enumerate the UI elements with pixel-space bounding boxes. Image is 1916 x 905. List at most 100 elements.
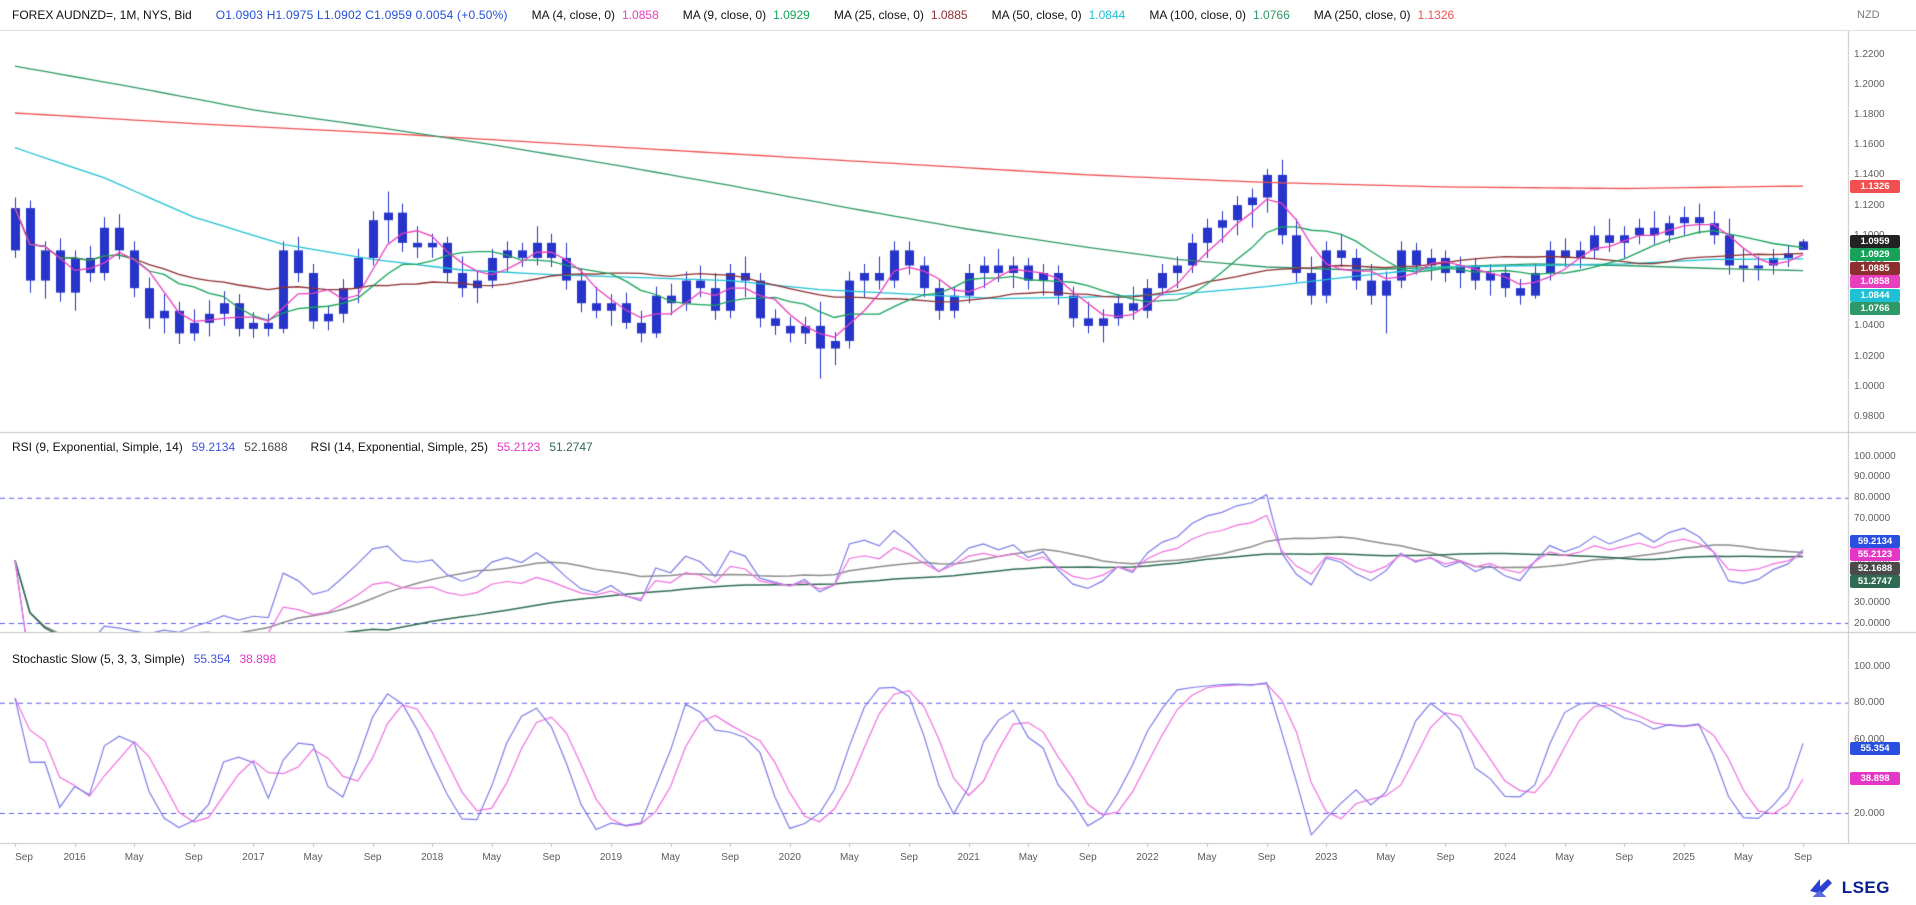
rsi-signal-1: 52.1688 xyxy=(244,440,288,454)
time-axis-label: 2025 xyxy=(1672,852,1695,863)
ma-legend-item-100[interactable]: MA (100, close, 0) 1.0766 xyxy=(1149,8,1289,22)
time-axis-label: May xyxy=(1733,852,1753,863)
price-axis-tick: 1.1400 xyxy=(1854,169,1885,181)
stoch-axis-tick: 100.000 xyxy=(1854,660,1891,672)
ohlc-quote: O1.0903 H1.0975 L1.0902 C1.0959 0.0054 (… xyxy=(215,8,508,22)
price-axis-tick: 1.0400 xyxy=(1854,320,1885,332)
price-axis-tick: 1.0000 xyxy=(1854,380,1885,392)
rsi-signal-2: 51.2747 xyxy=(549,440,593,454)
price-axis-tick: 1.1800 xyxy=(1854,109,1885,120)
rsi-label-1: RSI (9, Exponential, Simple, 14) xyxy=(12,440,183,454)
ma-label: MA (50, close, 0) xyxy=(991,8,1082,22)
ma-value: 1.1326 xyxy=(1417,8,1455,22)
time-axis-label: May xyxy=(661,852,681,863)
rsi-value-2: 55.2123 xyxy=(496,440,541,454)
ma-value: 1.0766 xyxy=(1253,8,1290,22)
price-axis-tick: 1.0200 xyxy=(1854,350,1885,362)
price-tag: 1.0959 xyxy=(1850,234,1900,248)
time-axis-label: Sep xyxy=(184,852,203,863)
rsi-value-tag: 59.2134 xyxy=(1850,534,1900,548)
ma-value: 1.0844 xyxy=(1088,8,1126,22)
ma-legend-item-250[interactable]: MA (250, close, 0) 1.1326 xyxy=(1314,8,1454,22)
price-tag: 1.0885 xyxy=(1850,261,1900,275)
ma-label: MA (4, close, 0) xyxy=(531,8,616,22)
price-axis-tick: 1.1200 xyxy=(1854,199,1885,211)
price-tag: 1.0858 xyxy=(1850,275,1900,289)
time-axis-label: Sep xyxy=(363,852,382,863)
ma-label: MA (100, close, 0) xyxy=(1149,8,1247,22)
currency-label: NZD xyxy=(1857,9,1880,21)
stoch-d-value: 38.898 xyxy=(239,652,277,666)
time-axis-label: 2019 xyxy=(599,852,623,863)
lseg-logo-icon xyxy=(1809,879,1832,897)
ma-legend-item-4[interactable]: MA (4, close, 0) 1.0858 xyxy=(532,8,659,22)
time-axis-label: 2018 xyxy=(421,852,444,863)
time-axis-label: Sep xyxy=(15,852,33,863)
rsi-value-tag: 51.2747 xyxy=(1850,575,1900,589)
ma-value: 1.0858 xyxy=(622,8,659,22)
stoch-axis-tick: 80.000 xyxy=(1854,697,1885,709)
rsi-axis-tick: 70.0000 xyxy=(1854,513,1891,525)
price-axis-tick: 0.9800 xyxy=(1854,410,1885,422)
ma-value: 1.0885 xyxy=(930,8,968,22)
rsi-value-1: 59.2134 xyxy=(191,440,236,454)
ma-label: MA (9, close, 0) xyxy=(682,8,767,22)
ma-legend-item-25[interactable]: MA (25, close, 0) 1.0885 xyxy=(834,8,968,22)
ma-label: MA (25, close, 0) xyxy=(833,8,924,22)
rsi-axis-tick: 80.0000 xyxy=(1854,492,1891,504)
rsi-value-tag: 55.2123 xyxy=(1850,548,1900,562)
chart-legend-bar: FOREX AUDNZD=, 1M, NYS, Bid O1.0903 H1.0… xyxy=(12,0,1454,30)
ma-legend-item-9[interactable]: MA (9, close, 0) 1.0929 xyxy=(683,8,810,22)
time-axis-label: 2016 xyxy=(63,852,86,863)
time-axis-label: May xyxy=(1018,852,1038,863)
time-axis-label: 2017 xyxy=(242,852,265,863)
time-axis-label: Sep xyxy=(1257,852,1276,863)
time-axis-label: 2024 xyxy=(1493,852,1517,863)
time-axis-label: Sep xyxy=(1078,852,1097,863)
time-axis-label: 2020 xyxy=(778,852,801,863)
ma-label: MA (250, close, 0) xyxy=(1313,8,1411,22)
price-tag: 1.1326 xyxy=(1850,179,1900,193)
rsi-axis-tick: 90.0000 xyxy=(1854,471,1891,483)
price-axis-tick: 1.2000 xyxy=(1854,78,1885,90)
rsi-value-tag: 52.1688 xyxy=(1850,561,1900,575)
price-axis-tick: 1.2200 xyxy=(1854,48,1885,60)
time-axis-label: Sep xyxy=(1615,852,1634,863)
ma-legend-item-50[interactable]: MA (50, close, 0) 1.0844 xyxy=(992,8,1126,22)
rsi-axis-tick: 100.0000 xyxy=(1854,450,1896,462)
rsi-axis-tick: 20.0000 xyxy=(1854,617,1891,629)
stoch-value-tag: 55.354 xyxy=(1850,741,1900,755)
rsi-legend[interactable]: RSI (9, Exponential, Simple, 14) 59.2134… xyxy=(12,440,593,454)
time-axis-label: Sep xyxy=(1794,852,1812,863)
time-axis-label: May xyxy=(839,852,859,863)
time-axis-label: Sep xyxy=(1436,852,1455,863)
time-axis-label: May xyxy=(1376,852,1396,863)
price-tag: 1.0929 xyxy=(1850,248,1900,262)
stoch-k-value: 55.354 xyxy=(193,652,231,666)
rsi-label-2: RSI (14, Exponential, Simple, 25) xyxy=(310,440,488,454)
stoch-value-tag: 38.898 xyxy=(1850,771,1900,785)
price-axis-tick: 1.1600 xyxy=(1854,139,1885,151)
time-axis-label: 2021 xyxy=(957,852,980,863)
time-axis-label: 2022 xyxy=(1136,852,1159,863)
instrument-title[interactable]: FOREX AUDNZD=, 1M, NYS, Bid xyxy=(12,8,192,22)
time-axis-label: May xyxy=(1197,852,1217,863)
time-axis-label: Sep xyxy=(721,852,740,863)
time-axis-label: 2023 xyxy=(1315,852,1338,863)
lseg-brand-text: LSEG xyxy=(1841,878,1890,897)
stoch-axis-tick: 60.000 xyxy=(1854,734,1885,745)
time-axis-label: May xyxy=(1555,852,1575,863)
time-axis-label: Sep xyxy=(900,852,918,863)
rsi-axis-tick: 30.0000 xyxy=(1854,596,1891,608)
time-axis-label: May xyxy=(124,852,144,863)
ma-value: 1.0929 xyxy=(773,8,810,22)
time-axis-label: Sep xyxy=(542,852,561,863)
time-axis-label: May xyxy=(482,852,502,863)
price-tag: 1.0766 xyxy=(1850,302,1900,316)
stochastic-legend[interactable]: Stochastic Slow (5, 3, 3, Simple) 55.354… xyxy=(12,652,276,666)
lseg-brand: LSEG xyxy=(1807,876,1890,900)
price-tag: 1.0844 xyxy=(1850,288,1900,302)
time-axis-label: May xyxy=(303,852,323,863)
